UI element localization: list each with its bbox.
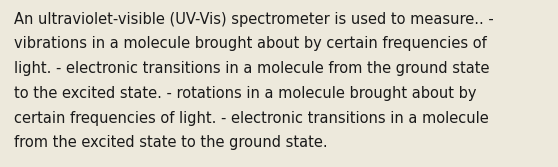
Text: vibrations in a molecule brought about by certain frequencies of: vibrations in a molecule brought about b… [14,36,487,51]
Text: from the excited state to the ground state.: from the excited state to the ground sta… [14,135,328,150]
Text: certain frequencies of light. - electronic transitions in a molecule: certain frequencies of light. - electron… [14,111,489,126]
Text: An ultraviolet-visible (UV-Vis) spectrometer is used to measure.. -: An ultraviolet-visible (UV-Vis) spectrom… [14,12,494,27]
Text: light. - electronic transitions in a molecule from the ground state: light. - electronic transitions in a mol… [14,61,489,76]
Text: to the excited state. - rotations in a molecule brought about by: to the excited state. - rotations in a m… [14,86,477,101]
